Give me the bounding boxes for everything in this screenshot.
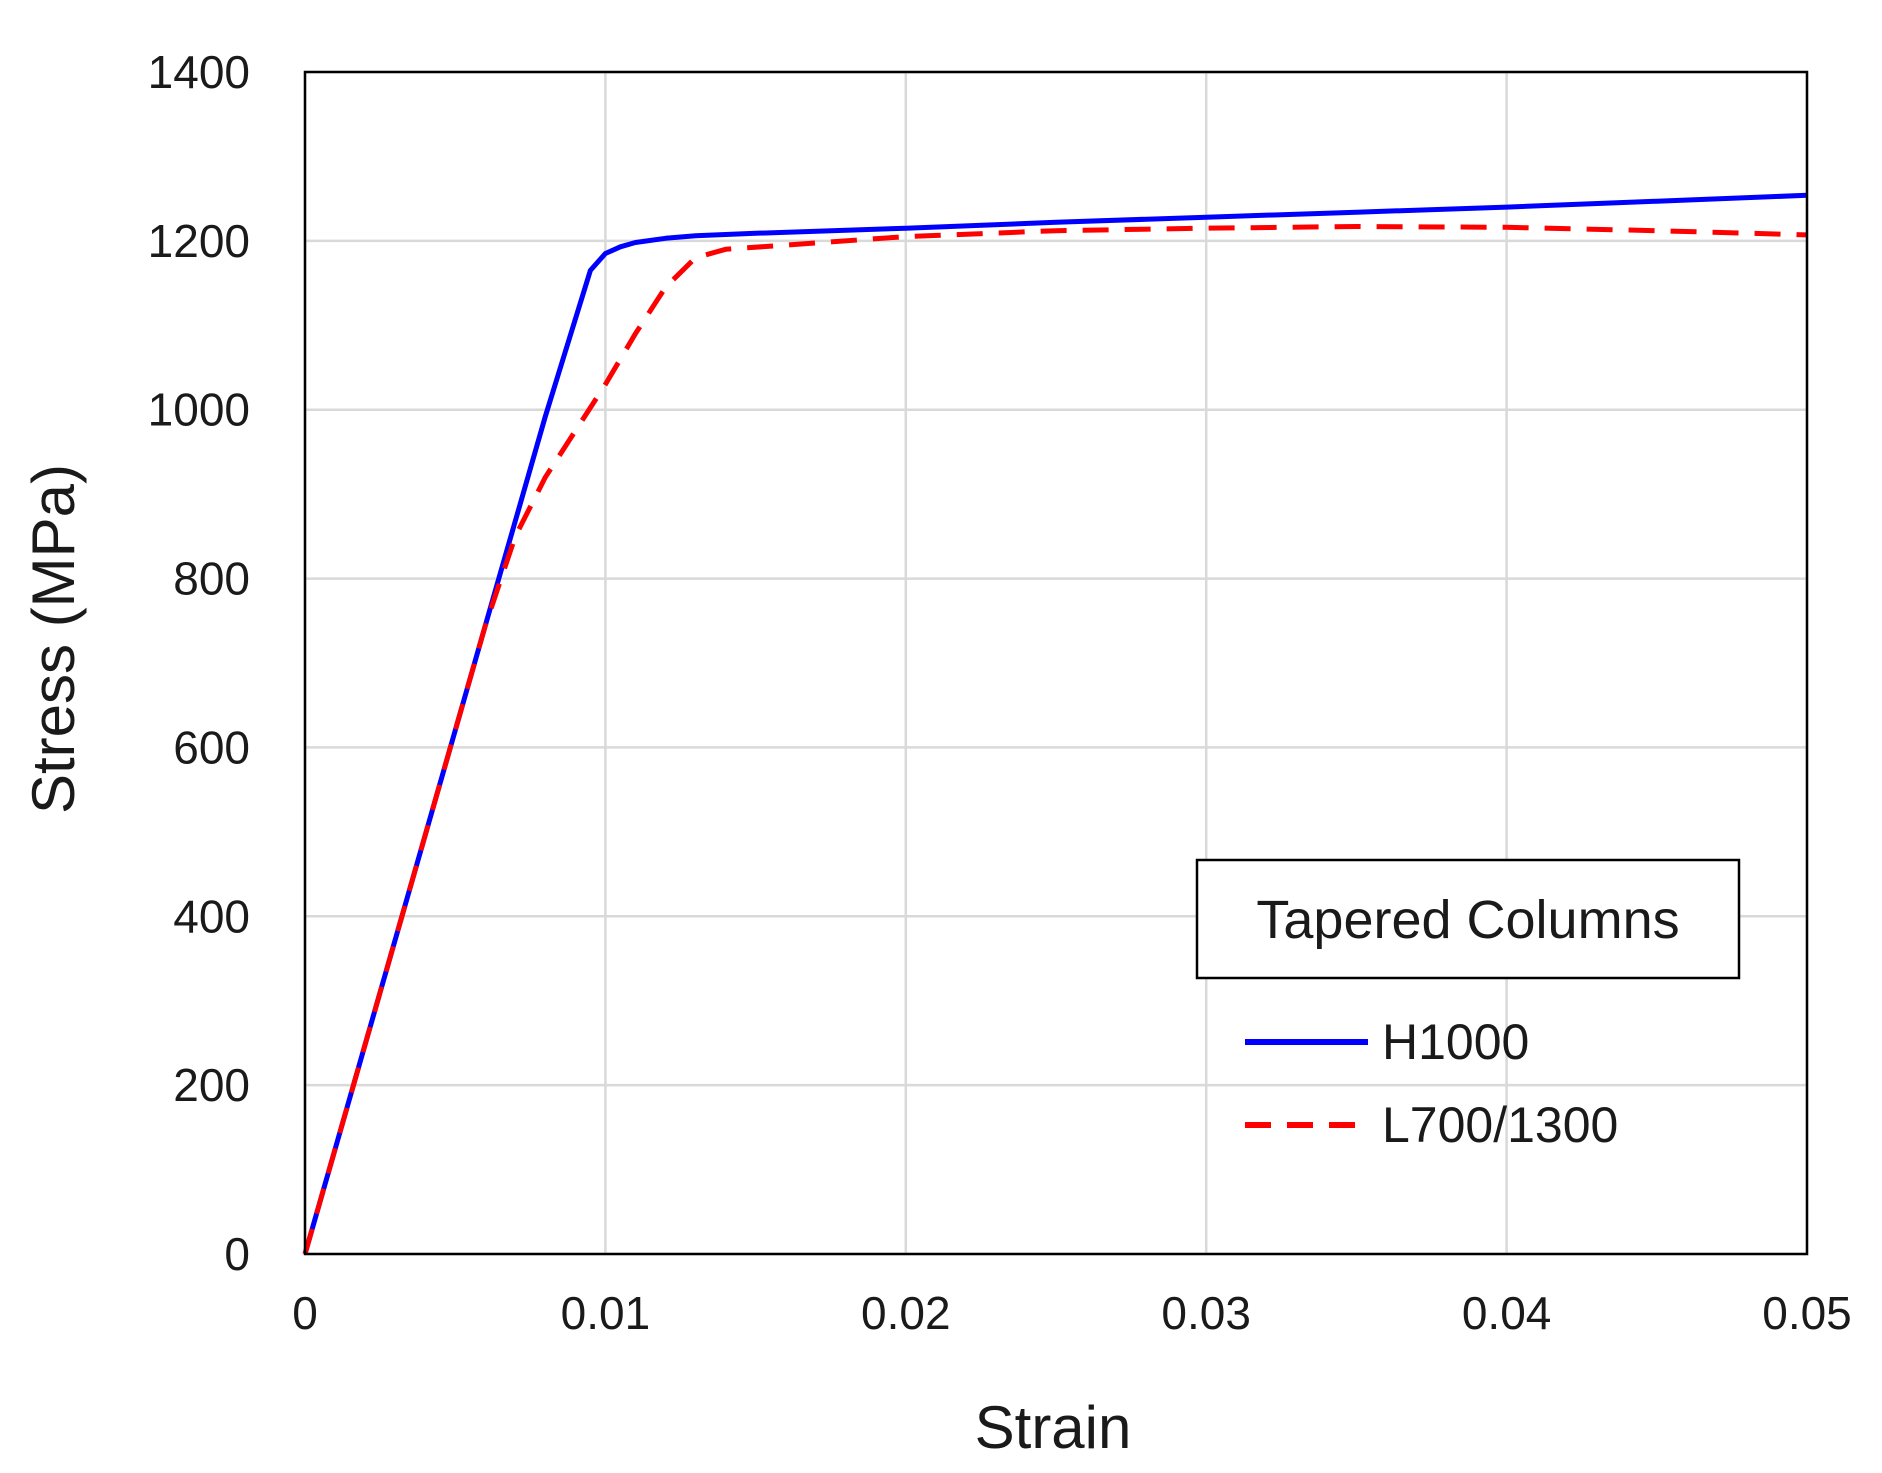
- x-tick-label: 0.02: [861, 1287, 951, 1339]
- y-tick-label: 0: [224, 1228, 250, 1280]
- legend-label-l700-1300: L700/1300: [1382, 1097, 1618, 1153]
- x-tick-label: 0: [292, 1287, 318, 1339]
- series-line-l700-1300: [302, 224, 1808, 1255]
- y-axis-title: Stress (MPa): [20, 464, 87, 814]
- legend-label-h1000: H1000: [1382, 1014, 1529, 1070]
- legend-box: [1195, 858, 1741, 980]
- x-axis-title: Strain: [975, 1394, 1132, 1461]
- legend-title: Tapered Columns: [1256, 890, 1679, 950]
- y-tick-label: 600: [173, 721, 250, 773]
- y-tick-label: 200: [173, 1059, 250, 1111]
- plot-area-border: [303, 70, 1809, 1256]
- y-tick-label: 400: [173, 890, 250, 942]
- x-axis-ticks: 0 0.01 0.02 0.03 0.04 0.05: [292, 1287, 1852, 1339]
- legend: Tapered Columns H1000 L700/1300: [1195, 858, 1741, 1153]
- y-tick-label: 1200: [148, 215, 250, 267]
- y-axis-ticks: 0 200 400 600 800 1000 1200 1400: [148, 46, 250, 1280]
- x-tick-label: 0.01: [561, 1287, 651, 1339]
- y-tick-label: 1400: [148, 46, 250, 98]
- x-tick-label: 0.05: [1762, 1287, 1852, 1339]
- x-tick-label: 0.04: [1462, 1287, 1552, 1339]
- x-tick-label: 0.03: [1161, 1287, 1251, 1339]
- y-tick-label: 1000: [148, 384, 250, 436]
- y-tick-label: 800: [173, 553, 250, 605]
- data-series: [302, 192, 1808, 1255]
